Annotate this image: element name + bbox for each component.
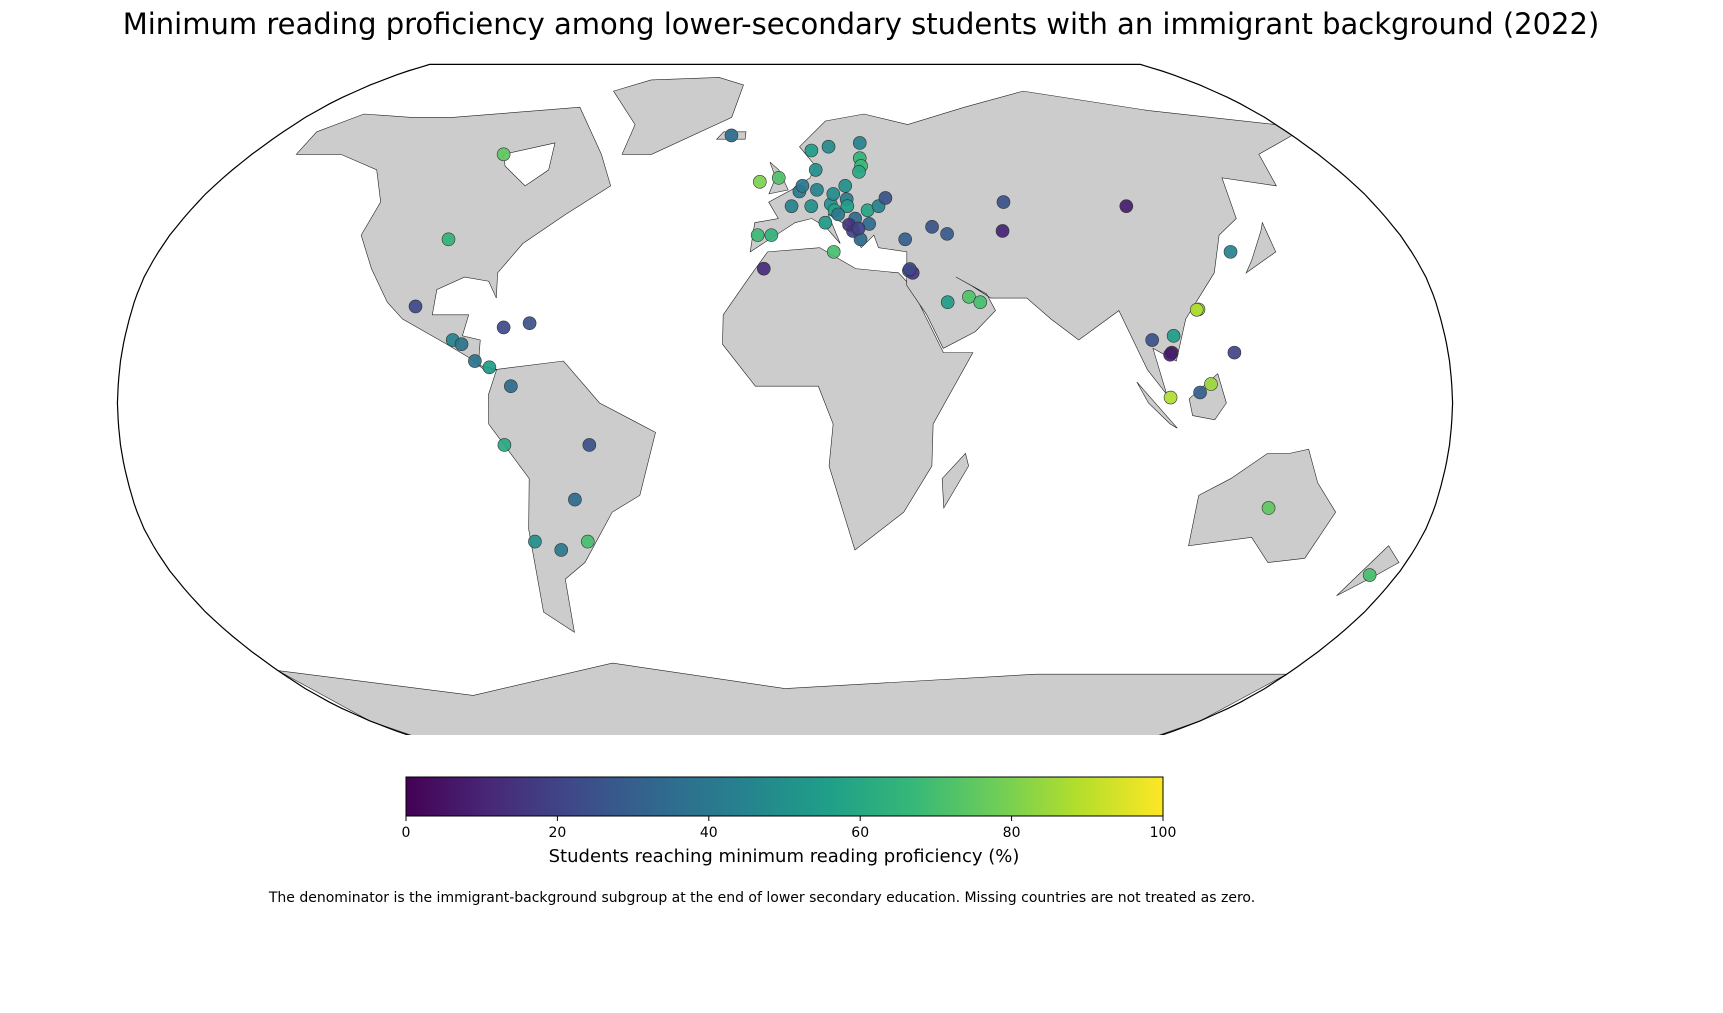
colorbar-tick-label: 20 — [548, 825, 566, 841]
data-point — [808, 163, 823, 177]
colorbar-tick-label: 60 — [851, 825, 869, 841]
land — [941, 452, 969, 509]
data-point — [753, 175, 767, 189]
data-point — [804, 199, 819, 213]
data-point — [898, 232, 912, 247]
data-point — [528, 534, 542, 549]
data-point — [996, 195, 1011, 209]
data-point — [821, 139, 836, 154]
data-point — [973, 295, 988, 310]
land — [613, 77, 744, 155]
land — [1245, 221, 1277, 274]
data-point — [851, 221, 866, 236]
data-point — [1193, 385, 1207, 400]
data-point — [568, 492, 582, 507]
data-point — [504, 379, 518, 394]
data-point — [804, 143, 819, 158]
land — [1188, 448, 1337, 563]
data-point — [878, 191, 893, 205]
water — [503, 142, 556, 187]
land — [722, 247, 974, 551]
data-point — [1227, 345, 1242, 360]
data-point — [1204, 377, 1218, 391]
data-point — [496, 147, 511, 162]
data-point — [1166, 329, 1181, 343]
data-point — [750, 228, 765, 242]
data-point — [995, 224, 1010, 238]
map-frame — [116, 63, 1454, 735]
data-point — [826, 187, 841, 201]
data-point — [818, 215, 833, 230]
data-point — [441, 232, 456, 247]
data-point — [1362, 568, 1377, 582]
colorbar-label: Students reaching minimum reading profic… — [549, 846, 1020, 867]
colorbar-gradient — [405, 776, 1164, 817]
data-point — [940, 295, 955, 310]
data-point — [496, 320, 511, 335]
data-point — [838, 179, 853, 193]
data-point — [925, 220, 939, 234]
data-point — [1163, 347, 1177, 362]
colorbar-tick-label: 0 — [402, 825, 411, 841]
data-point — [771, 171, 786, 185]
points — [408, 128, 1377, 582]
data-point — [840, 199, 855, 213]
data-point — [468, 354, 482, 368]
footnote: The denominator is the immigrant-backgro… — [268, 890, 1255, 906]
colorbar-tick-label: 100 — [1150, 825, 1177, 841]
chart-title: Minimum reading proficiency among lower-… — [123, 7, 1600, 41]
data-point — [1189, 302, 1204, 317]
data-point — [408, 299, 423, 314]
data-point — [482, 360, 497, 375]
map — [116, 63, 1454, 735]
data-point — [784, 199, 799, 213]
data-point — [810, 183, 824, 197]
data-point — [764, 228, 779, 242]
data-point — [940, 227, 954, 241]
data-point — [962, 289, 976, 304]
data-point — [852, 165, 866, 179]
data-point — [826, 245, 841, 259]
data-point — [903, 262, 917, 276]
data-point — [1261, 501, 1276, 515]
data-point — [554, 543, 569, 557]
data-point — [724, 128, 739, 143]
data-point — [795, 179, 810, 193]
data-point — [756, 261, 771, 276]
data-point — [454, 337, 469, 352]
data-point — [831, 207, 845, 222]
colorbar: 0 20 40 60 80 100 — [402, 776, 1177, 841]
land — [1136, 381, 1178, 429]
colorbar-tick-label: 40 — [700, 825, 718, 841]
data-point — [582, 438, 597, 452]
data-point — [1145, 333, 1159, 347]
data-point — [497, 438, 512, 452]
data-point — [1223, 245, 1238, 259]
data-point — [522, 316, 537, 331]
data-point — [852, 136, 867, 150]
data-point — [1119, 199, 1134, 213]
data-point — [580, 534, 595, 549]
colorbar-tick-label: 80 — [1003, 825, 1021, 841]
data-point — [1163, 390, 1178, 405]
